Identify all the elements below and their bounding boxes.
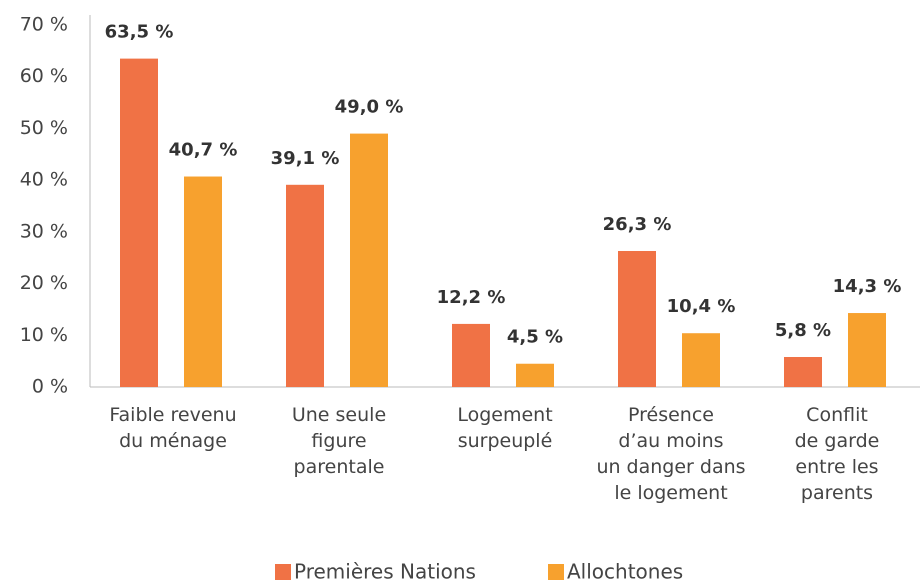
value-label: 10,4 %	[667, 296, 736, 317]
bar	[682, 333, 720, 387]
value-label: 12,2 %	[437, 287, 506, 308]
y-tick-label: 70 %	[20, 14, 68, 36]
bar	[848, 313, 886, 387]
value-label: 39,1 %	[271, 148, 340, 169]
y-tick-label: 60 %	[20, 65, 68, 87]
x-tick-label: Une seule figure parentale	[292, 404, 386, 478]
y-tick-label: 10 %	[20, 324, 68, 346]
y-tick-label: 20 %	[20, 272, 68, 294]
legend-label: Premières Nations	[294, 560, 476, 581]
bar	[120, 58, 158, 387]
bar	[286, 184, 324, 387]
x-tick-label: Conflit de garde entre les parents	[795, 404, 880, 504]
value-label: 49,0 %	[335, 97, 404, 118]
x-tick-label: Présence d’au moins un danger dans le logem…	[596, 404, 745, 504]
legend-swatch	[275, 564, 291, 580]
value-label: 63,5 %	[105, 22, 174, 43]
y-tick-label: 50 %	[20, 117, 68, 139]
bar	[784, 357, 822, 387]
value-label: 40,7 %	[169, 140, 238, 161]
bar	[350, 133, 388, 387]
value-label: 5,8 %	[775, 320, 831, 341]
value-label: 26,3 %	[603, 214, 672, 235]
legend-label: Allochtones	[567, 560, 683, 581]
legend-swatch	[548, 564, 564, 580]
value-label: 14,3 %	[833, 276, 902, 297]
bar	[184, 176, 222, 387]
y-tick-label: 40 %	[20, 169, 68, 191]
y-tick-label: 0 %	[32, 376, 68, 398]
bar	[452, 323, 490, 387]
bar	[516, 363, 554, 387]
value-label: 4,5 %	[507, 327, 563, 348]
x-tick-label: Faible revenu du ménage	[109, 404, 236, 452]
x-tick-label: Logement surpeuplé	[457, 404, 552, 452]
bar	[618, 250, 656, 387]
y-tick-label: 30 %	[20, 220, 68, 242]
